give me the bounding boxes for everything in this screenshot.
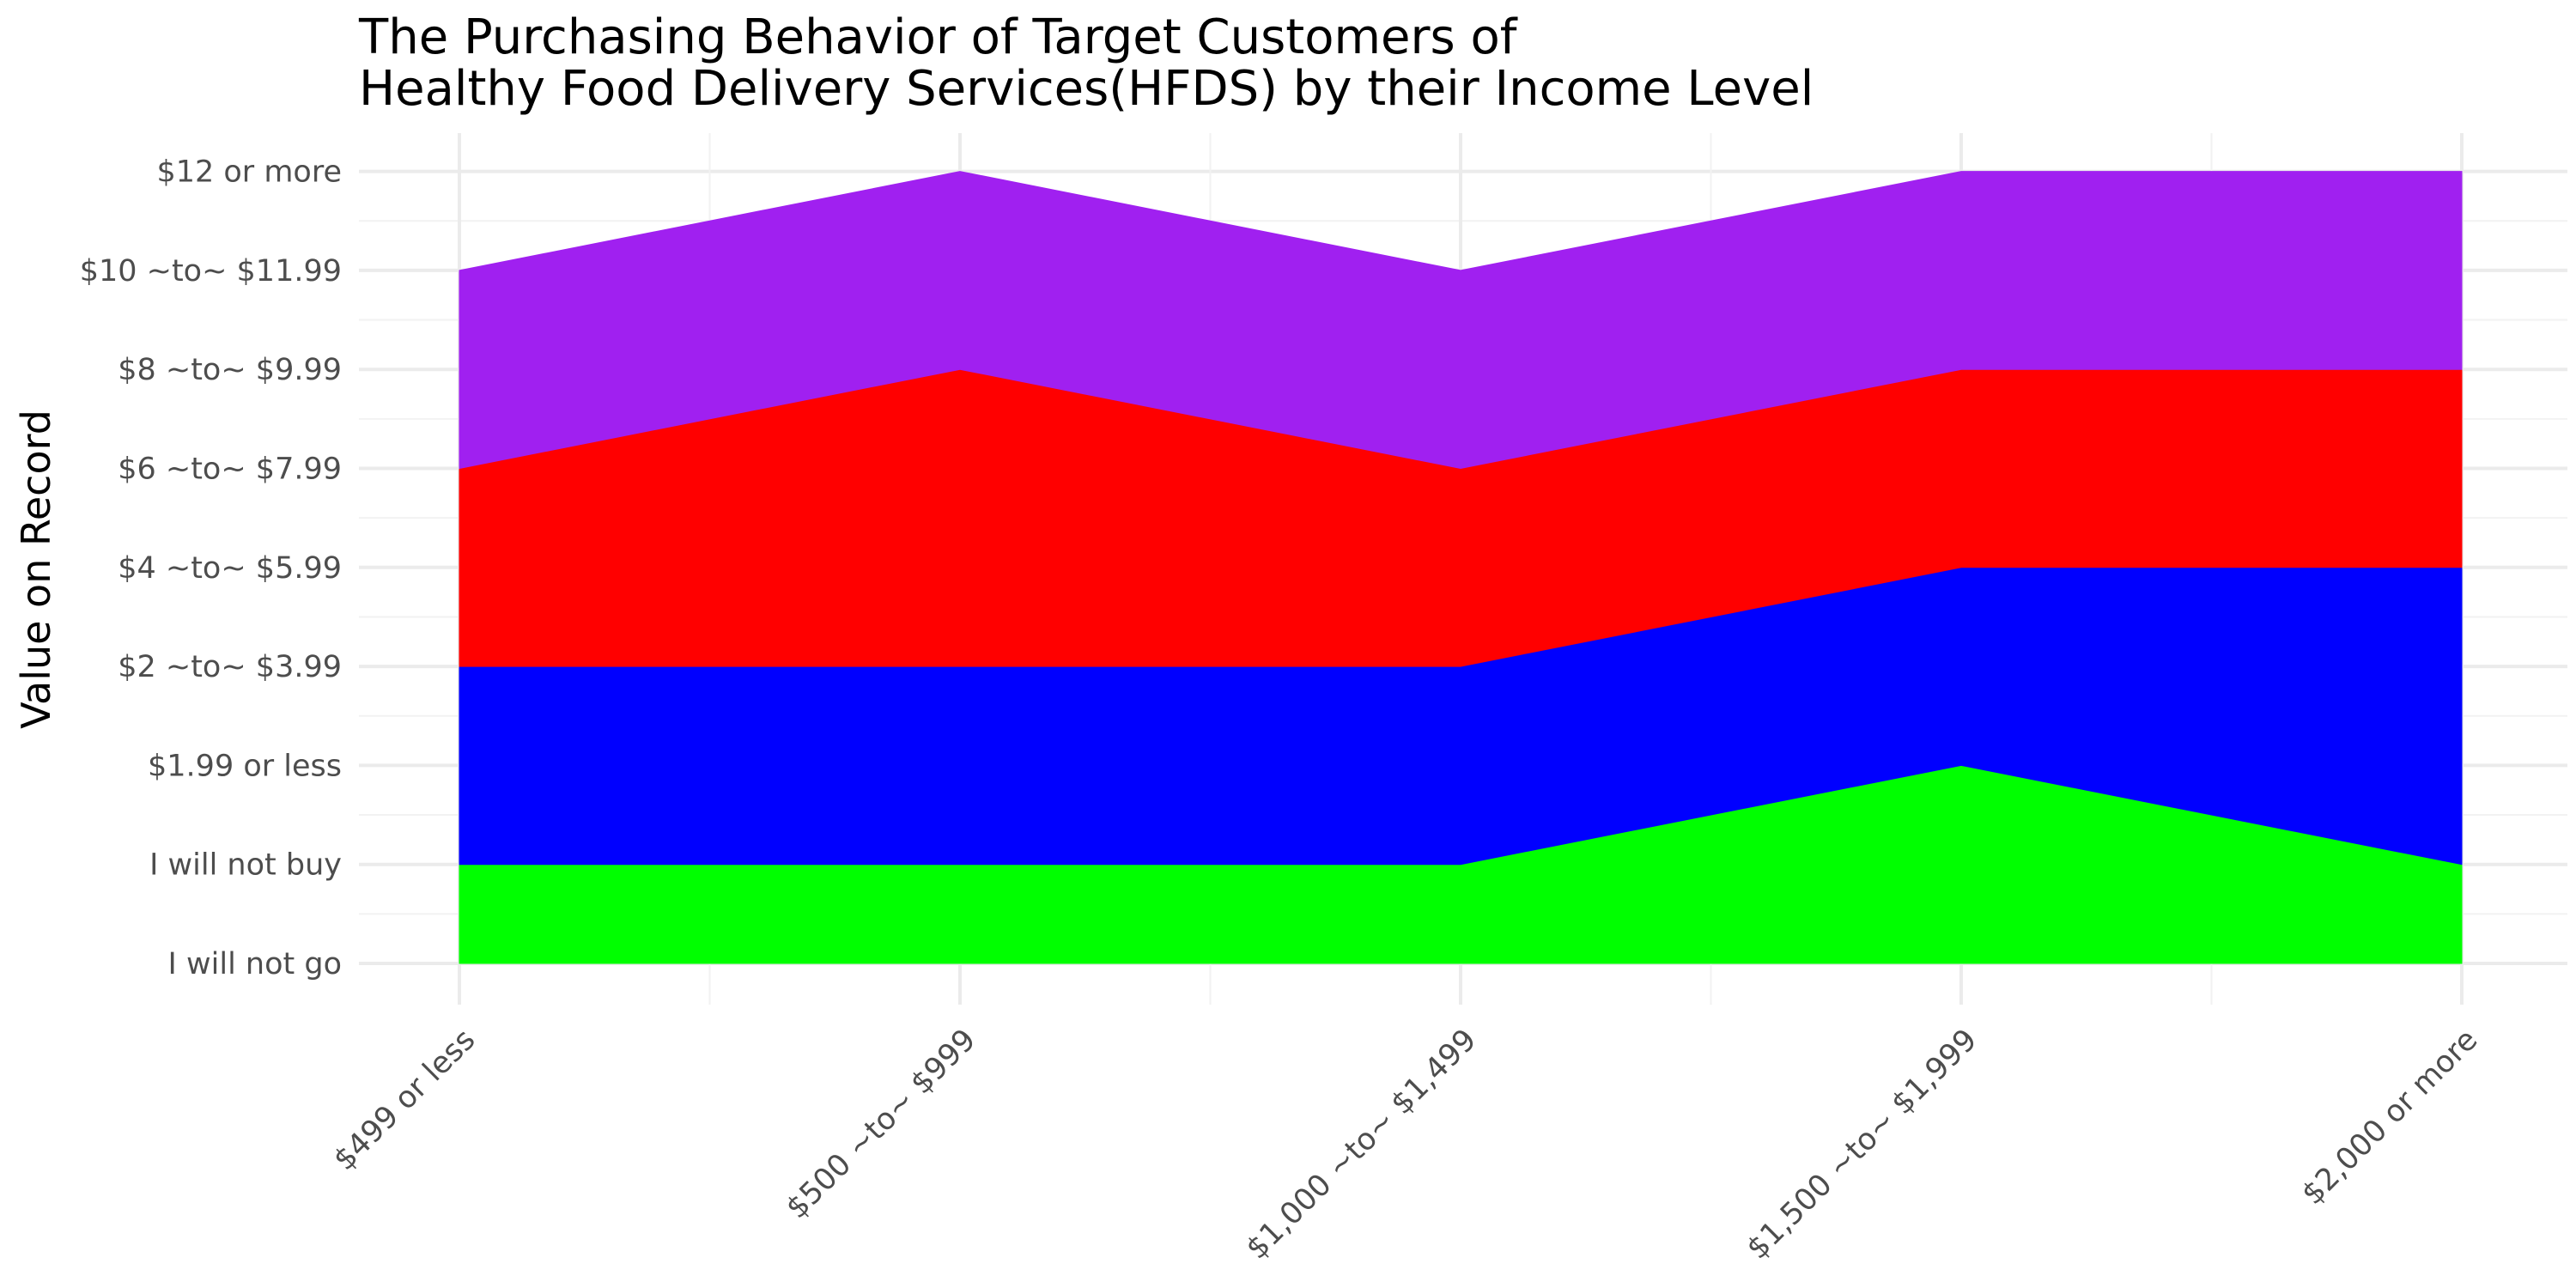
area-series-4	[459, 171, 2463, 470]
plot-areas	[459, 171, 2463, 964]
y-tick-label: $6 ~to~ $7.99	[118, 453, 342, 487]
y-tick-label: $10 ~to~ $11.99	[80, 254, 342, 289]
y-tick-label: $2 ~to~ $3.99	[118, 650, 342, 684]
x-tick-label: $2,000 or more	[2295, 1023, 2484, 1212]
x-axis-ticks: $499 or less $500 ~to~ $999 $1,000 ~to~ $1…	[327, 1023, 2484, 1267]
y-tick-label: $8 ~to~ $9.99	[118, 353, 342, 387]
x-tick-label: $499 or less	[327, 1023, 482, 1177]
chart-title-line-1: The Purchasing Behavior of Target Custom…	[358, 9, 1518, 65]
y-axis-label: Value on Record	[13, 410, 59, 729]
x-tick-label: $1,000 ~to~ $1,499	[1240, 1023, 1484, 1267]
x-tick-label: $1,500 ~to~ $1,999	[1741, 1023, 1984, 1267]
y-tick-label: $4 ~to~ $5.99	[118, 551, 342, 586]
x-tick-label: $500 ~to~ $999	[780, 1023, 982, 1225]
chart-title-line-2: Healthy Food Delivery Services(HFDS) by …	[359, 61, 1814, 117]
y-tick-label: $12 or more	[156, 155, 342, 190]
y-tick-label: $1.99 or less	[148, 749, 342, 783]
y-tick-label: I will not buy	[149, 848, 342, 883]
y-axis-ticks: I will not go I will not buy $1.99 or less…	[80, 155, 342, 981]
y-tick-label: I will not go	[168, 947, 342, 981]
